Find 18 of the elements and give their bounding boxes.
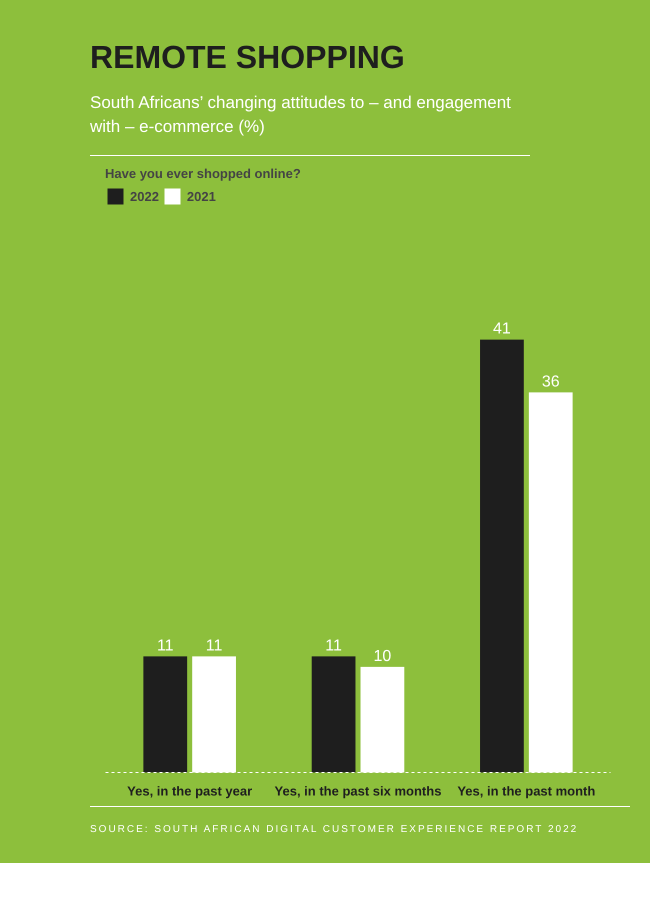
bar <box>143 656 188 773</box>
bar <box>312 656 356 773</box>
x-tick-label: Yes, in the past month <box>457 784 596 799</box>
x-tick-label: Yes, in the past six months <box>274 784 442 799</box>
data-label: 10 <box>374 648 392 666</box>
chart-subtitle: South Africans’ changing attitudes to – and engagement with – e-commerce (%) <box>90 92 512 138</box>
data-label: 41 <box>493 320 511 338</box>
data-label: 36 <box>542 374 560 391</box>
legend-label: 2022 <box>130 188 159 204</box>
source-note: SOURCE: SOUTH AFRICAN DIGITAL CUSTOMER EXPERIENCE REPORT 2022 <box>90 823 578 838</box>
legend-title: Have you ever shopped online? <box>105 166 301 182</box>
x-tick-label: Yes, in the past year <box>127 784 252 799</box>
data-label: 11 <box>156 638 174 655</box>
bar <box>480 340 524 773</box>
data-label: 11 <box>325 638 342 655</box>
legend-label: 2021 <box>186 188 216 204</box>
chart-title: REMOTE SHOPPING <box>90 38 405 77</box>
data-label: 11 <box>206 638 222 655</box>
